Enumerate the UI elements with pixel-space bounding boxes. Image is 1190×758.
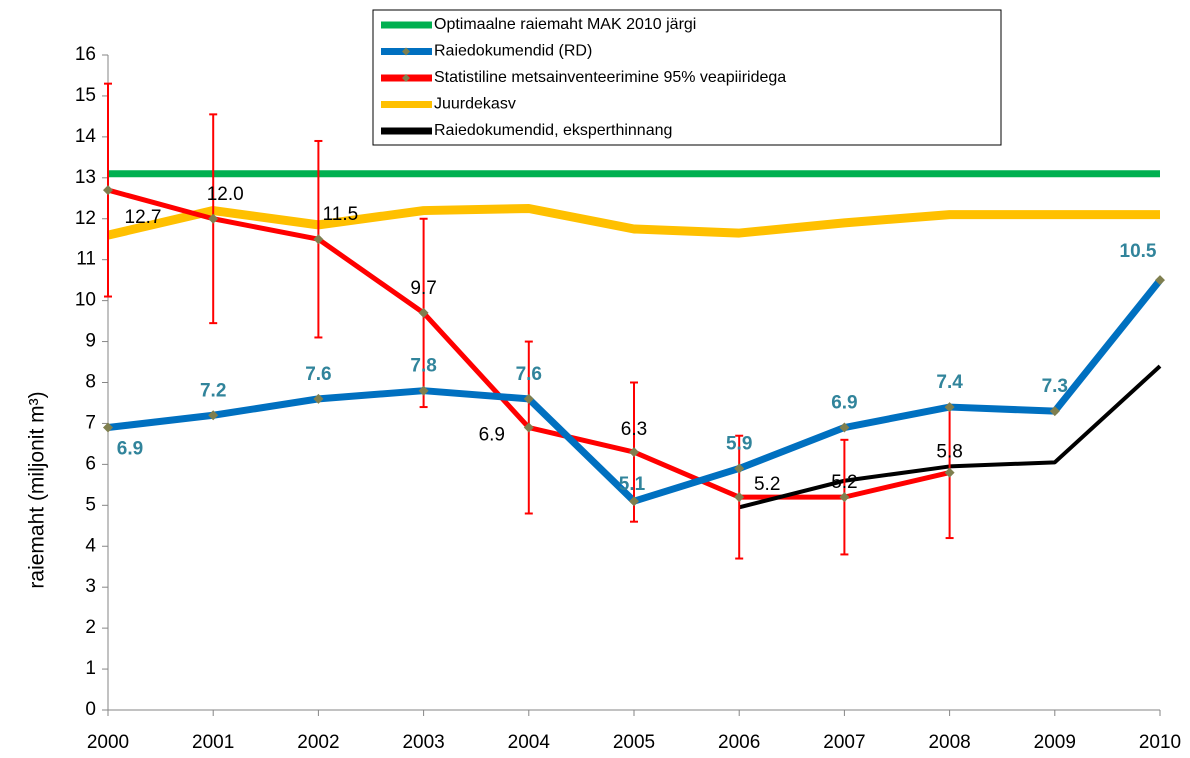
x-tick-label: 2009 <box>1034 732 1076 753</box>
y-tick-label: 14 <box>75 126 97 147</box>
data-label: 9.7 <box>410 278 436 299</box>
legend-box <box>372 9 1002 146</box>
y-tick-label: 15 <box>75 85 96 106</box>
marker <box>734 492 745 503</box>
y-tick-label: 1 <box>85 658 96 679</box>
x-tick-label: 2007 <box>823 732 865 753</box>
legend-marker <box>402 74 410 82</box>
legend-label: Juurdekasv <box>434 96 516 113</box>
data-label: 6.3 <box>621 419 647 440</box>
x-tick-label: 2005 <box>613 732 655 753</box>
data-label: 5.2 <box>754 474 780 495</box>
data-label: 11.5 <box>323 204 359 225</box>
x-tick-label: 2008 <box>928 732 970 753</box>
marker <box>734 463 745 474</box>
data-label: 5.9 <box>726 433 752 454</box>
x-tick-label: 2002 <box>297 732 339 753</box>
marker <box>208 213 219 224</box>
marker <box>208 410 219 421</box>
marker <box>523 393 534 404</box>
y-tick-label: 10 <box>75 290 96 311</box>
data-label: 6.9 <box>831 393 857 414</box>
data-label: 5.2 <box>831 472 857 493</box>
marker <box>418 385 429 396</box>
marker <box>418 307 429 318</box>
legend-label: Statistiline metsainventeerimine 95% vea… <box>434 69 786 86</box>
y-axis-label: raiemaht (miljonit m³) <box>26 391 49 588</box>
legend-marker <box>402 47 410 56</box>
marker <box>839 422 850 433</box>
legend-label: Raiedokumendid, eksperthinnang <box>434 122 672 139</box>
x-tick-label: 2003 <box>402 732 444 753</box>
data-label: 7.6 <box>305 364 331 385</box>
data-label: 7.8 <box>410 356 436 377</box>
data-label: 7.2 <box>200 380 226 401</box>
data-label: 5.1 <box>619 474 646 495</box>
y-tick-label: 3 <box>85 576 96 597</box>
data-label: 7.4 <box>936 372 963 393</box>
y-tick-label: 6 <box>85 453 96 474</box>
x-tick-label: 2000 <box>87 732 129 753</box>
y-tick-label: 0 <box>85 699 96 720</box>
marker <box>944 402 955 413</box>
marker <box>839 492 850 503</box>
x-tick-label: 2001 <box>192 732 234 753</box>
data-label: 5.8 <box>936 442 962 463</box>
x-tick-label: 2010 <box>1139 732 1181 753</box>
legend-label: Optimaalne raiemaht MAK 2010 järgi <box>434 16 696 33</box>
y-tick-label: 9 <box>85 331 96 352</box>
series-line <box>106 204 1160 240</box>
y-tick-label: 16 <box>75 44 96 65</box>
y-tick-label: 11 <box>76 249 96 270</box>
marker <box>103 422 113 433</box>
marker <box>313 393 324 404</box>
y-tick-label: 7 <box>85 412 96 433</box>
data-label: 6.9 <box>479 425 505 446</box>
data-label: 12.0 <box>207 184 244 205</box>
y-tick-label: 8 <box>85 372 96 393</box>
marker <box>523 422 534 433</box>
marker <box>1049 406 1060 417</box>
marker <box>103 185 113 196</box>
data-label: 7.3 <box>1042 376 1068 397</box>
marker <box>629 496 639 507</box>
marker <box>1155 275 1165 286</box>
x-tick-label: 2004 <box>508 732 551 753</box>
y-tick-label: 4 <box>85 535 96 556</box>
marker <box>629 447 639 458</box>
data-label: 7.6 <box>516 364 542 385</box>
data-label: 12.7 <box>125 207 162 228</box>
marker <box>313 234 324 245</box>
marker <box>944 467 955 478</box>
y-tick-label: 12 <box>75 208 96 229</box>
x-tick-label: 2006 <box>718 732 760 753</box>
y-tick-label: 2 <box>85 617 96 638</box>
y-tick-label: 13 <box>75 167 96 188</box>
data-label: 6.9 <box>117 439 143 460</box>
legend-label: Raiedokumendid (RD) <box>434 43 592 60</box>
y-tick-label: 5 <box>85 494 96 515</box>
data-label: 10.5 <box>1120 241 1157 262</box>
